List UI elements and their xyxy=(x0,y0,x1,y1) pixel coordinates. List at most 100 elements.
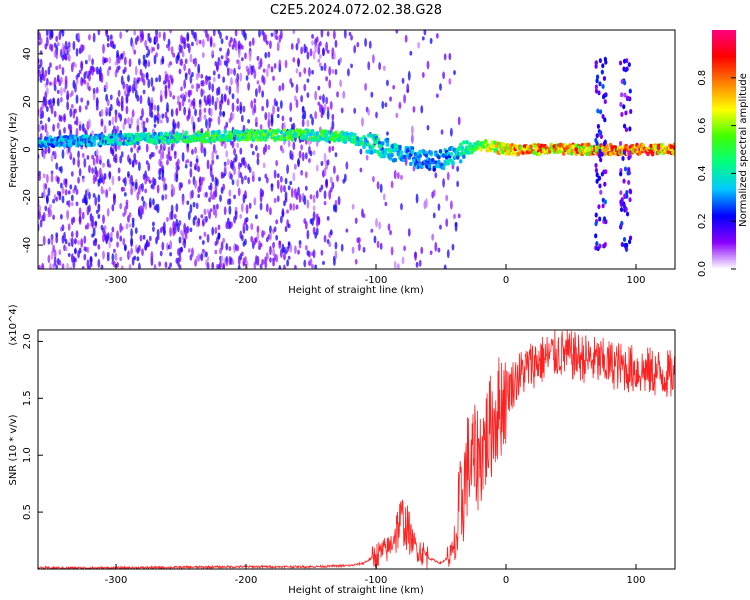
heatmap-cell xyxy=(92,157,96,166)
heatmap-cell xyxy=(236,98,240,104)
heatmap-cell xyxy=(247,82,251,91)
heatmap-cell xyxy=(373,139,377,144)
heatmap-cell xyxy=(178,255,182,262)
heatmap-cell xyxy=(130,147,134,153)
heatmap-cell xyxy=(58,249,62,256)
heatmap-cell xyxy=(601,83,605,89)
heatmap-cell xyxy=(70,230,74,238)
heatmap-cell xyxy=(155,144,158,150)
heatmap-cell xyxy=(628,197,632,203)
heatmap-cell xyxy=(405,148,410,153)
heatmap-cell xyxy=(122,122,126,131)
heatmap-cell xyxy=(187,109,191,120)
heatmap-cell xyxy=(595,241,599,247)
heatmap-cell xyxy=(384,151,388,156)
heatmap-cell xyxy=(94,220,98,227)
heatmap-cell xyxy=(329,187,333,193)
heatmap-cell xyxy=(244,32,247,41)
heatmap-cell xyxy=(45,30,49,36)
heatmap-cell xyxy=(167,45,171,52)
heatmap-cell xyxy=(619,190,623,196)
heatmap-cell xyxy=(44,69,48,77)
heatmap-cell xyxy=(233,147,236,156)
heatmap-cell xyxy=(262,68,266,73)
spectrogram-xtick-label: -100 xyxy=(365,275,388,286)
heatmap-cell xyxy=(264,143,268,153)
heatmap-cell xyxy=(158,261,162,267)
heatmap-cell xyxy=(276,42,280,49)
heatmap-cell xyxy=(181,152,185,162)
heatmap-cell xyxy=(308,158,311,163)
heatmap-cell xyxy=(52,244,55,250)
heatmap-cell xyxy=(267,144,271,151)
heatmap-cell xyxy=(217,224,221,231)
heatmap-cell xyxy=(205,191,208,198)
heatmap-cell xyxy=(247,119,251,124)
heatmap-cell xyxy=(314,43,318,54)
heatmap-cell xyxy=(175,173,179,183)
heatmap-cell xyxy=(259,124,263,130)
heatmap-cell xyxy=(601,63,605,69)
heatmap-cell xyxy=(387,223,391,231)
heatmap-cell xyxy=(208,211,212,220)
heatmap-cell xyxy=(58,191,62,197)
heatmap-cell xyxy=(393,157,398,163)
heatmap-cell xyxy=(273,62,277,69)
heatmap-cell xyxy=(170,78,174,83)
heatmap-cell xyxy=(231,260,235,265)
heatmap-cell xyxy=(259,263,263,269)
heatmap-cell xyxy=(298,243,302,249)
heatmap-cell xyxy=(244,238,247,246)
heatmap-cell xyxy=(603,199,607,205)
heatmap-cell xyxy=(69,151,73,161)
heatmap-cell xyxy=(55,49,59,60)
heatmap-cell xyxy=(378,221,382,230)
heatmap-cell xyxy=(60,213,63,220)
heatmap-cell xyxy=(88,204,91,213)
heatmap-cell xyxy=(205,251,208,258)
heatmap-cell xyxy=(189,74,193,84)
heatmap-cell xyxy=(568,143,572,148)
heatmap-cell xyxy=(214,226,218,235)
heatmap-cell xyxy=(198,108,202,118)
heatmap-cell xyxy=(320,30,324,38)
heatmap-cell xyxy=(70,104,74,109)
heatmap-cell xyxy=(92,193,96,198)
heatmap-cell xyxy=(622,178,626,184)
heatmap-cell xyxy=(86,155,90,160)
heatmap-cell xyxy=(147,59,151,68)
heatmap-cell xyxy=(123,117,127,125)
heatmap-cell xyxy=(134,159,138,165)
heatmap-cell xyxy=(309,48,313,57)
heatmap-cell xyxy=(311,40,314,46)
heatmap-cell xyxy=(155,77,158,83)
heatmap-cell xyxy=(119,235,123,242)
heatmap-cell xyxy=(331,113,335,121)
spectrogram-ytick-label: 20 xyxy=(22,95,33,108)
heatmap-cell xyxy=(139,115,143,121)
snr-xlabel: Height of straight line (km) xyxy=(288,585,424,596)
snr-ytick-label: 2.0 xyxy=(22,333,33,349)
heatmap-cell xyxy=(620,241,624,247)
heatmap-cell xyxy=(373,235,377,244)
colorbar-ticks: 0.0 0.2 0.4 0.6 0.8 xyxy=(697,70,736,277)
heatmap-cell xyxy=(351,203,355,210)
heatmap-cell xyxy=(81,177,85,183)
heatmap-cell xyxy=(334,203,338,213)
heatmap-cell xyxy=(209,208,213,213)
heatmap-cell xyxy=(222,264,226,269)
heatmap-cell xyxy=(629,109,633,115)
heatmap-cell xyxy=(237,187,241,197)
heatmap-cell xyxy=(594,63,598,69)
heatmap-cell xyxy=(67,223,71,231)
heatmap-cell xyxy=(230,173,233,180)
heatmap-cell xyxy=(458,159,463,164)
heatmap-cell xyxy=(169,90,173,98)
heatmap-cell xyxy=(69,184,73,190)
heatmap-cell xyxy=(165,132,170,137)
heatmap-cell xyxy=(231,140,235,149)
heatmap-cell xyxy=(83,235,87,244)
heatmap-cell xyxy=(236,72,240,83)
heatmap-cell xyxy=(403,245,406,252)
heatmap-cell xyxy=(603,181,607,187)
